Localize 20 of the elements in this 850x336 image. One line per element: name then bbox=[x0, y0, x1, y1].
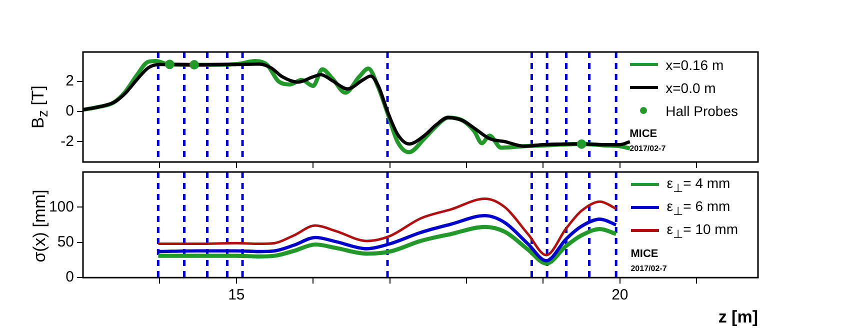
y-tick-label: 100 bbox=[48, 198, 74, 216]
y-tick-label: 0 bbox=[66, 102, 74, 120]
legend-label: ε$_{⊥}$= 4 mm bbox=[666, 174, 730, 194]
y-tick-label: 50 bbox=[57, 234, 74, 251]
y-tick-label: -2 bbox=[60, 132, 74, 150]
legend-label: x=0.16 m bbox=[666, 56, 724, 72]
y-tick-label: 0 bbox=[66, 268, 74, 286]
annotation: 2017/02-7 bbox=[630, 264, 668, 273]
legend-label: x=0.0 m bbox=[666, 80, 716, 96]
x-tick-label: 15 bbox=[228, 286, 245, 304]
legend-label: ε$_{⊥}$= 10 mm bbox=[666, 220, 738, 240]
y-tick-label: 2 bbox=[66, 72, 74, 90]
y-axis-title: σ(x) [mm] bbox=[30, 189, 50, 262]
annotation: MICE bbox=[630, 248, 660, 260]
annotation: MICE bbox=[630, 128, 658, 140]
legend-label: Hall Probes bbox=[666, 102, 738, 118]
x-axis-title: z [m] bbox=[718, 307, 758, 326]
annotation: 2017/02-7 bbox=[630, 144, 667, 153]
legend-label: ε$_{⊥}$= 6 mm bbox=[666, 198, 730, 218]
x-tick-label: 20 bbox=[612, 286, 628, 304]
